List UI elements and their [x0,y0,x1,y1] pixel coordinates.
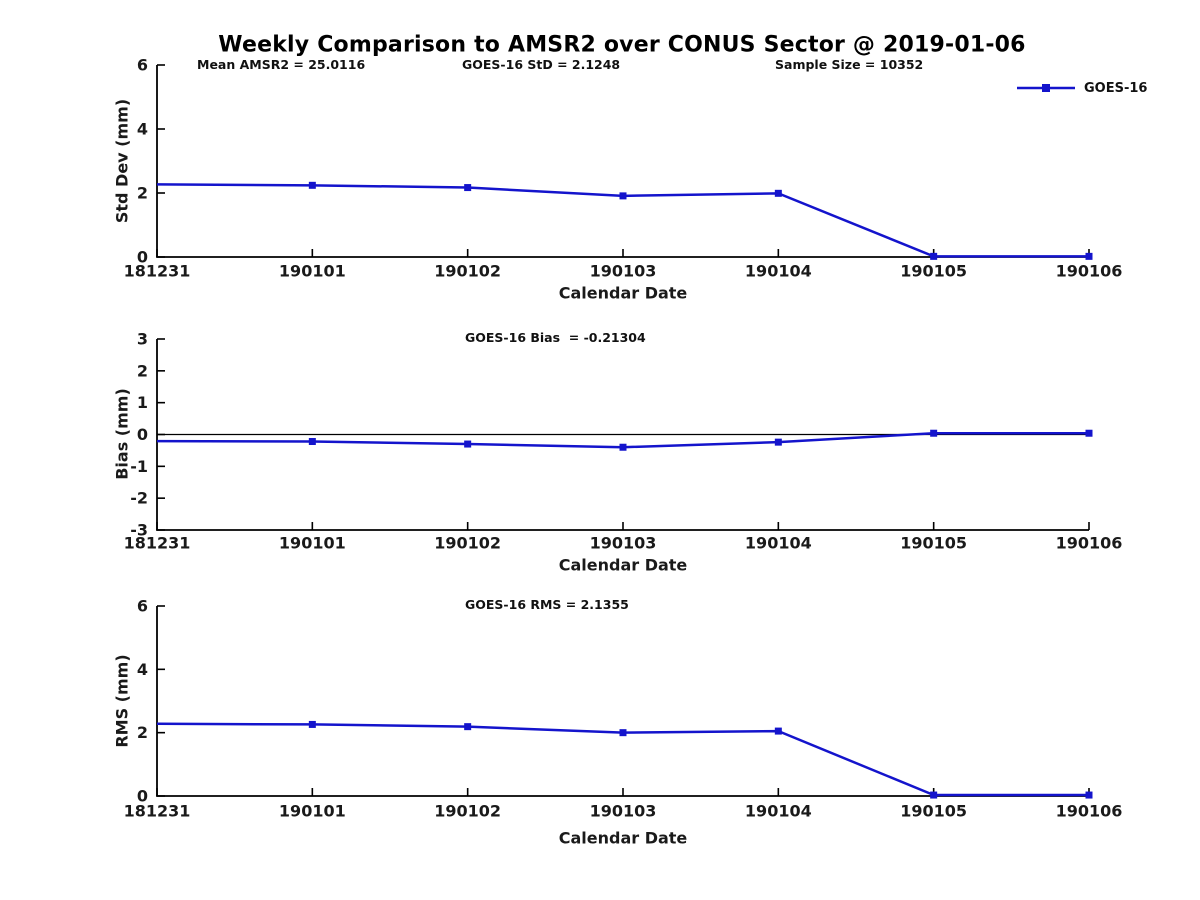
x-tick-label: 190103 [590,262,657,281]
rms-plot: 0 2 4 6 181231 190101 190102 190103 190104 190105… [124,597,1123,821]
data-point [464,440,472,448]
stddev-x-axis-label: Calendar Date [558,283,688,303]
y-tick-label: 4 [137,120,148,139]
data-point [464,184,472,192]
x-tick-label: 190106 [1056,534,1123,553]
y-tick-label: -2 [130,489,148,508]
annotation-goes16-std: GOES-16 StD = 2.1248 [462,57,621,72]
y-tick-label: 2 [137,184,148,203]
x-tick-label: 190105 [900,262,967,281]
x-tick-label: 190103 [590,802,657,821]
y-tick-label: -3 [130,521,148,540]
annotation-goes16-rms: GOES-16 RMS = 2.1355 [465,597,629,612]
y-tick-label: 0 [137,787,148,806]
data-point [619,192,627,200]
rms-y-axis-label: RMS (mm) [112,654,132,748]
x-tick-label: 190104 [745,802,812,821]
x-tick-label: 190102 [434,262,501,281]
bias-x-axis-label: Calendar Date [558,555,688,575]
data-point [1085,429,1093,437]
y-tick-label: 2 [137,723,148,742]
y-tick-label: 2 [137,361,148,380]
data-point [308,438,316,446]
annotation-mean-amsr2: Mean AMSR2 = 25.0116 [197,57,366,72]
annotation-sample-size: Sample Size = 10352 [775,57,924,72]
x-tick-label: 190101 [279,534,346,553]
figure-title: Weekly Comparison to AMSR2 over CONUS Se… [218,32,1026,58]
x-tick-label: 190105 [900,802,967,821]
annotation-goes16-bias: GOES-16 Bias = -0.21304 [465,330,646,345]
y-tick-label: -1 [130,457,148,476]
data-point [1085,252,1093,260]
rms-x-axis-label: Calendar Date [558,828,688,848]
legend: GOES-16 [1017,80,1147,96]
data-point [619,729,627,737]
y-tick-label: 3 [137,330,148,349]
x-tick-label: 181231 [124,262,191,281]
data-point [930,252,938,260]
x-tick-label: 190102 [434,534,501,553]
y-tick-label: 1 [137,393,148,412]
y-tick-label: 6 [137,56,148,75]
data-point [930,429,938,437]
y-tick-label: 0 [137,248,148,267]
data-point [930,791,938,799]
stddev-y-axis-label: Std Dev (mm) [112,98,132,224]
data-point [774,189,782,197]
x-tick-label: 190104 [745,262,812,281]
data-point [1085,791,1093,799]
data-point [464,723,472,731]
x-tick-label: 190106 [1056,262,1123,281]
x-tick-label: 190104 [745,534,812,553]
x-tick-label: 190105 [900,534,967,553]
x-tick-label: 190106 [1056,802,1123,821]
x-tick-label: 181231 [124,534,191,553]
data-point [619,443,627,451]
legend-label: GOES-16 [1084,80,1148,96]
x-tick-label: 181231 [124,802,191,821]
y-tick-label: 6 [137,597,148,616]
y-tick-label: 0 [137,425,148,444]
x-tick-label: 190101 [279,802,346,821]
x-tick-label: 190102 [434,802,501,821]
data-point [774,727,782,735]
legend-line-marker-icon [1017,84,1075,92]
y-tick-label: 4 [137,660,148,679]
data-point [308,181,316,189]
std-dev-plot: 0 2 4 6 181231 190101 190102 190103 190104 190105… [124,56,1123,281]
bias-y-axis-label: Bias (mm) [112,388,132,480]
data-point [774,438,782,446]
x-tick-label: 190101 [279,262,346,281]
data-point [308,720,316,728]
x-tick-label: 190103 [590,534,657,553]
